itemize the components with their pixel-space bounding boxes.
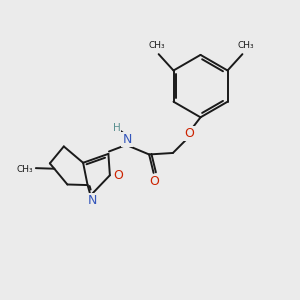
Text: O: O xyxy=(113,169,123,182)
Text: O: O xyxy=(184,127,194,140)
Text: CH₃: CH₃ xyxy=(149,41,166,50)
Text: CH₃: CH₃ xyxy=(16,165,33,174)
Text: N: N xyxy=(87,194,97,207)
Text: CH₃: CH₃ xyxy=(237,41,254,50)
Text: H: H xyxy=(112,123,120,133)
Text: N: N xyxy=(122,133,132,146)
Text: O: O xyxy=(149,175,159,188)
